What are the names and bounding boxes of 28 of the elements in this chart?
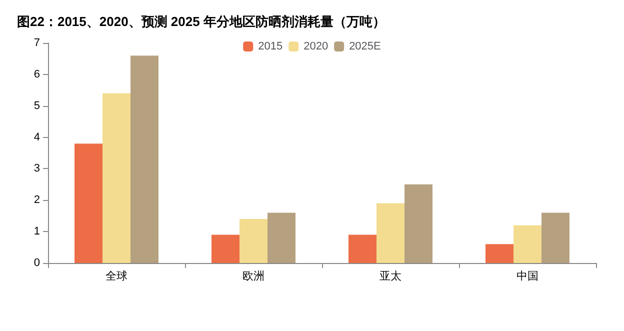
y-tick-label: 1 xyxy=(34,226,40,238)
y-tick-label: 6 xyxy=(34,68,40,80)
y-tick-label: 0 xyxy=(34,257,40,269)
bar xyxy=(240,219,268,263)
y-tick-label: 5 xyxy=(34,100,40,112)
x-tick-label: 亚太 xyxy=(380,270,402,282)
bar xyxy=(102,93,130,263)
legend-label: 2025E xyxy=(349,40,381,52)
x-tick-label: 欧洲 xyxy=(242,270,264,282)
bar xyxy=(404,184,432,263)
bar xyxy=(130,56,158,263)
y-tick-label: 2 xyxy=(34,194,40,206)
bar xyxy=(376,203,404,263)
bar xyxy=(212,234,240,263)
chart-title: 图22：2015、2020、预测 2025 年分地区防晒剂消耗量（万吨） xyxy=(17,14,386,29)
legend-label: 2020 xyxy=(304,40,328,52)
bar xyxy=(348,234,376,263)
legend-label: 2015 xyxy=(258,40,283,52)
bar xyxy=(268,212,296,263)
bar xyxy=(486,244,514,263)
y-tick-label: 4 xyxy=(34,131,40,144)
bar xyxy=(542,212,570,263)
y-tick-label: 7 xyxy=(34,37,40,49)
bar xyxy=(514,225,542,263)
bar xyxy=(74,144,102,263)
x-tick-label: 中国 xyxy=(516,270,538,282)
y-tick-label: 3 xyxy=(34,162,40,175)
x-tick-label: 全球 xyxy=(106,270,128,282)
